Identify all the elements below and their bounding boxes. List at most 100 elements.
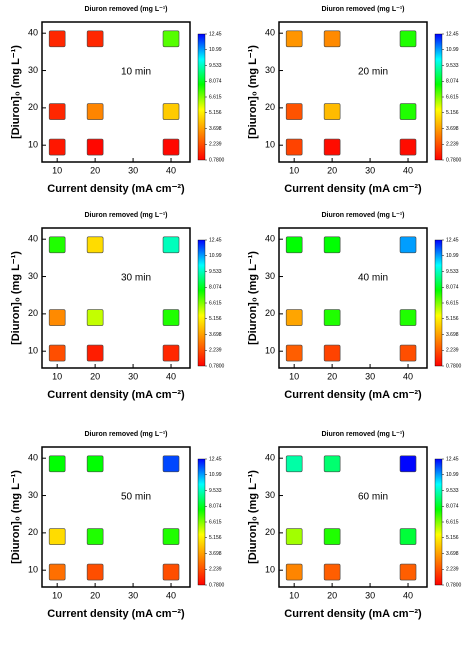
x-tick-label: 30 xyxy=(365,371,375,381)
y-tick-label: 20 xyxy=(265,527,275,537)
heat-cell xyxy=(86,455,104,473)
panel-title: Diuron removed (mg L⁻¹) xyxy=(321,212,404,219)
colorbar-tick-label: 3.698 xyxy=(446,126,459,132)
colorbar-tick-label: 9.533 xyxy=(446,269,459,275)
colorbar-tick-label: 8.074 xyxy=(209,79,222,85)
heat-cell xyxy=(162,103,180,120)
colorbar-tick-label: 6.615 xyxy=(446,94,459,100)
colorbar-tick-label: 6.615 xyxy=(446,519,459,525)
y-tick-label: 30 xyxy=(28,271,38,281)
x-axis-label: Current density (mA cm⁻²) xyxy=(47,183,185,195)
colorbar-tick-label: 10.99 xyxy=(446,472,459,478)
y-tick-label: 40 xyxy=(265,453,275,463)
heat-cell xyxy=(399,30,417,48)
x-tick-label: 30 xyxy=(365,165,375,175)
colorbar-tick-label: 9.533 xyxy=(209,63,222,69)
colorbar-tick-label: 8.074 xyxy=(209,504,222,510)
colorbar-tick-label: 5.156 xyxy=(209,535,222,541)
y-tick-label: 10 xyxy=(265,140,275,150)
y-tick-label: 20 xyxy=(265,102,275,112)
heat-cell xyxy=(86,344,104,362)
colorbar-tick-label: 3.698 xyxy=(209,126,222,132)
colorbar-tick-label: 0.7800 xyxy=(446,582,462,588)
panel-title: Diuron removed (mg L⁻¹) xyxy=(321,6,404,13)
heat-cell xyxy=(86,309,104,326)
colorbar-tick-label: 10.99 xyxy=(209,253,222,259)
x-axis-label: Current density (mA cm⁻²) xyxy=(47,608,185,620)
colorbar-tick-label: 5.156 xyxy=(446,110,459,116)
colorbar-tick-label: 2.239 xyxy=(209,567,222,573)
y-tick-label: 40 xyxy=(28,453,38,463)
x-tick-label: 10 xyxy=(289,165,299,175)
x-tick-label: 10 xyxy=(52,371,62,381)
plot-frame xyxy=(41,227,191,369)
colorbar-tick-label: 2.239 xyxy=(446,348,459,354)
heat-cell xyxy=(48,138,66,156)
heat-cell xyxy=(162,344,180,362)
y-axis-label: [Diuron]₀ (mg L⁻¹) xyxy=(247,470,259,564)
y-tick-label: 40 xyxy=(265,234,275,244)
y-tick-label: 10 xyxy=(28,565,38,575)
colorbar-tick-label: 6.615 xyxy=(209,519,222,525)
y-axis-label: [Diuron]₀ (mg L⁻¹) xyxy=(247,251,259,345)
y-tick-label: 20 xyxy=(265,308,275,318)
colorbar-tick-label: 10.99 xyxy=(446,253,459,259)
time-label: 20 min xyxy=(358,67,388,78)
colorbar-tick-label: 5.156 xyxy=(446,316,459,322)
heat-cell xyxy=(48,563,66,581)
y-tick-label: 20 xyxy=(28,102,38,112)
y-tick-label: 10 xyxy=(28,140,38,150)
colorbar-tick-label: 2.239 xyxy=(446,142,459,148)
heat-cell xyxy=(285,309,303,326)
heat-cell xyxy=(399,309,417,326)
x-tick-label: 40 xyxy=(403,371,413,381)
colorbar-tick-label: 6.615 xyxy=(446,300,459,306)
heat-cell xyxy=(285,236,303,254)
colorbar-tick-label: 3.698 xyxy=(446,551,459,557)
heat-cell xyxy=(285,455,303,473)
colorbar-tick-label: 12.45 xyxy=(446,456,459,462)
y-tick-label: 30 xyxy=(265,271,275,281)
x-tick-label: 10 xyxy=(52,165,62,175)
heat-cell xyxy=(162,30,180,48)
colorbar-tick-label: 9.533 xyxy=(446,488,459,494)
heat-cell xyxy=(86,528,104,545)
heat-cell xyxy=(162,455,180,473)
x-tick-label: 20 xyxy=(90,165,100,175)
heat-cell xyxy=(399,528,417,545)
heat-cell xyxy=(86,103,104,120)
x-axis-label: Current density (mA cm⁻²) xyxy=(284,608,422,620)
heat-cell xyxy=(323,455,341,473)
plot-frame xyxy=(41,446,191,588)
heat-cell xyxy=(323,563,341,581)
colorbar xyxy=(197,239,206,367)
heat-cell xyxy=(48,455,66,473)
y-axis-label: [Diuron]₀ (mg L⁻¹) xyxy=(247,45,259,139)
y-tick-label: 20 xyxy=(28,308,38,318)
x-tick-label: 10 xyxy=(289,371,299,381)
x-axis-label: Current density (mA cm⁻²) xyxy=(284,183,422,195)
colorbar-tick-label: 12.45 xyxy=(209,31,222,37)
y-tick-label: 40 xyxy=(265,28,275,38)
y-tick-label: 10 xyxy=(265,565,275,575)
x-tick-label: 30 xyxy=(128,371,138,381)
heat-cell xyxy=(48,528,66,545)
y-tick-label: 30 xyxy=(265,65,275,75)
colorbar-tick-label: 0.7800 xyxy=(209,157,225,163)
colorbar xyxy=(434,239,443,367)
panel-title: Diuron removed (mg L⁻¹) xyxy=(321,431,404,438)
y-axis-label: [Diuron]₀ (mg L⁻¹) xyxy=(10,470,22,564)
plot-frame xyxy=(41,21,191,163)
time-label: 50 min xyxy=(121,492,151,503)
x-tick-label: 20 xyxy=(327,165,337,175)
time-label: 60 min xyxy=(358,492,388,503)
plot-frame xyxy=(278,446,428,588)
x-tick-label: 40 xyxy=(403,590,413,600)
heat-cell xyxy=(48,309,66,326)
colorbar-tick-label: 6.615 xyxy=(209,94,222,100)
heat-cell xyxy=(86,30,104,48)
y-tick-label: 30 xyxy=(265,490,275,500)
colorbar-tick-label: 12.45 xyxy=(209,456,222,462)
colorbar-tick-label: 10.99 xyxy=(209,47,222,53)
colorbar-tick-label: 8.074 xyxy=(446,79,459,85)
